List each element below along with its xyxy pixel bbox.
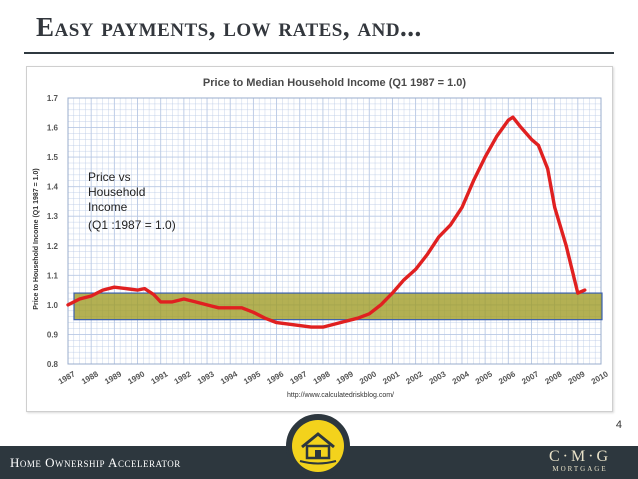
plot-frame	[67, 97, 602, 365]
x-tick-label: 2007	[520, 369, 540, 386]
x-tick-label: 1996	[265, 369, 285, 386]
y-tick-label: 1.6	[47, 124, 59, 133]
x-tick-label: 2008	[543, 369, 563, 386]
y-tick-label: 0.8	[47, 360, 59, 369]
y-tick-label: 1.4	[47, 183, 59, 192]
page-number: 4	[615, 419, 622, 431]
x-tick-label: 1988	[80, 369, 100, 386]
y-tick-label: 1.1	[47, 271, 59, 280]
annotation-line-1: Price vs	[88, 170, 131, 184]
cmg-mortgage-logo: C·M·G MORTGAGE	[530, 448, 630, 476]
x-tick-label: 1987	[57, 369, 77, 386]
x-tick-label: 1999	[335, 369, 355, 386]
annotation-line-2: Household	[88, 185, 146, 199]
x-tick-label: 1991	[149, 369, 169, 386]
slide-title: Easy payments, low rates, and...	[36, 12, 422, 42]
y-axis-label: Price to Household Income (Q1 1987 = 1.0…	[33, 168, 40, 309]
x-tick-label: 1989	[103, 369, 123, 386]
highlight-band	[73, 292, 603, 321]
x-tick-label: 1997	[289, 369, 309, 386]
y-tick-label: 1.5	[47, 153, 59, 162]
y-tick-label: 0.9	[47, 330, 59, 339]
y-tick-label: 1.2	[47, 242, 59, 251]
x-tick-label: 2009	[567, 369, 587, 386]
x-tick-label: 2002	[404, 369, 424, 386]
house-logo-badge	[286, 414, 350, 478]
x-tick-label: 1993	[196, 369, 216, 386]
chart-title: Price to Median Household Income (Q1 198…	[203, 77, 466, 89]
brand-name: C·M·G	[548, 448, 612, 465]
x-tick-label: 2001	[381, 369, 401, 386]
x-tick-label: 1994	[219, 369, 239, 386]
x-tick-label: 1990	[126, 369, 146, 386]
annotation-line-3: Income	[88, 200, 128, 214]
x-tick-label: 2010	[590, 369, 610, 386]
y-tick-label: 1.3	[47, 212, 59, 221]
y-tick-label: 1.0	[47, 301, 59, 310]
x-tick-label: 1998	[312, 369, 332, 386]
title-divider	[24, 52, 614, 54]
footer-label: Home Ownership Accelerator	[10, 455, 181, 470]
x-tick-label: 2004	[451, 369, 471, 386]
series-line	[66, 115, 587, 329]
source-url: http://www.calculatedriskblog.com/	[287, 392, 394, 399]
chart-annotation: Price vs Household Income (Q1 :1987 = 1.…	[88, 170, 208, 233]
x-tick-label: 2000	[358, 369, 378, 386]
y-tick-label: 1.7	[47, 94, 59, 103]
x-tick-label: 2006	[497, 369, 517, 386]
x-tick-label: 1992	[173, 369, 193, 386]
annotation-line-4: (Q1 :1987 = 1.0)	[88, 218, 176, 232]
x-tick-label: 1995	[242, 369, 262, 386]
house-logo-icon	[292, 420, 344, 472]
x-tick-label: 2005	[474, 369, 494, 386]
x-tick-label: 2003	[428, 369, 448, 386]
brand-subtitle: MORTGAGE	[552, 465, 608, 473]
